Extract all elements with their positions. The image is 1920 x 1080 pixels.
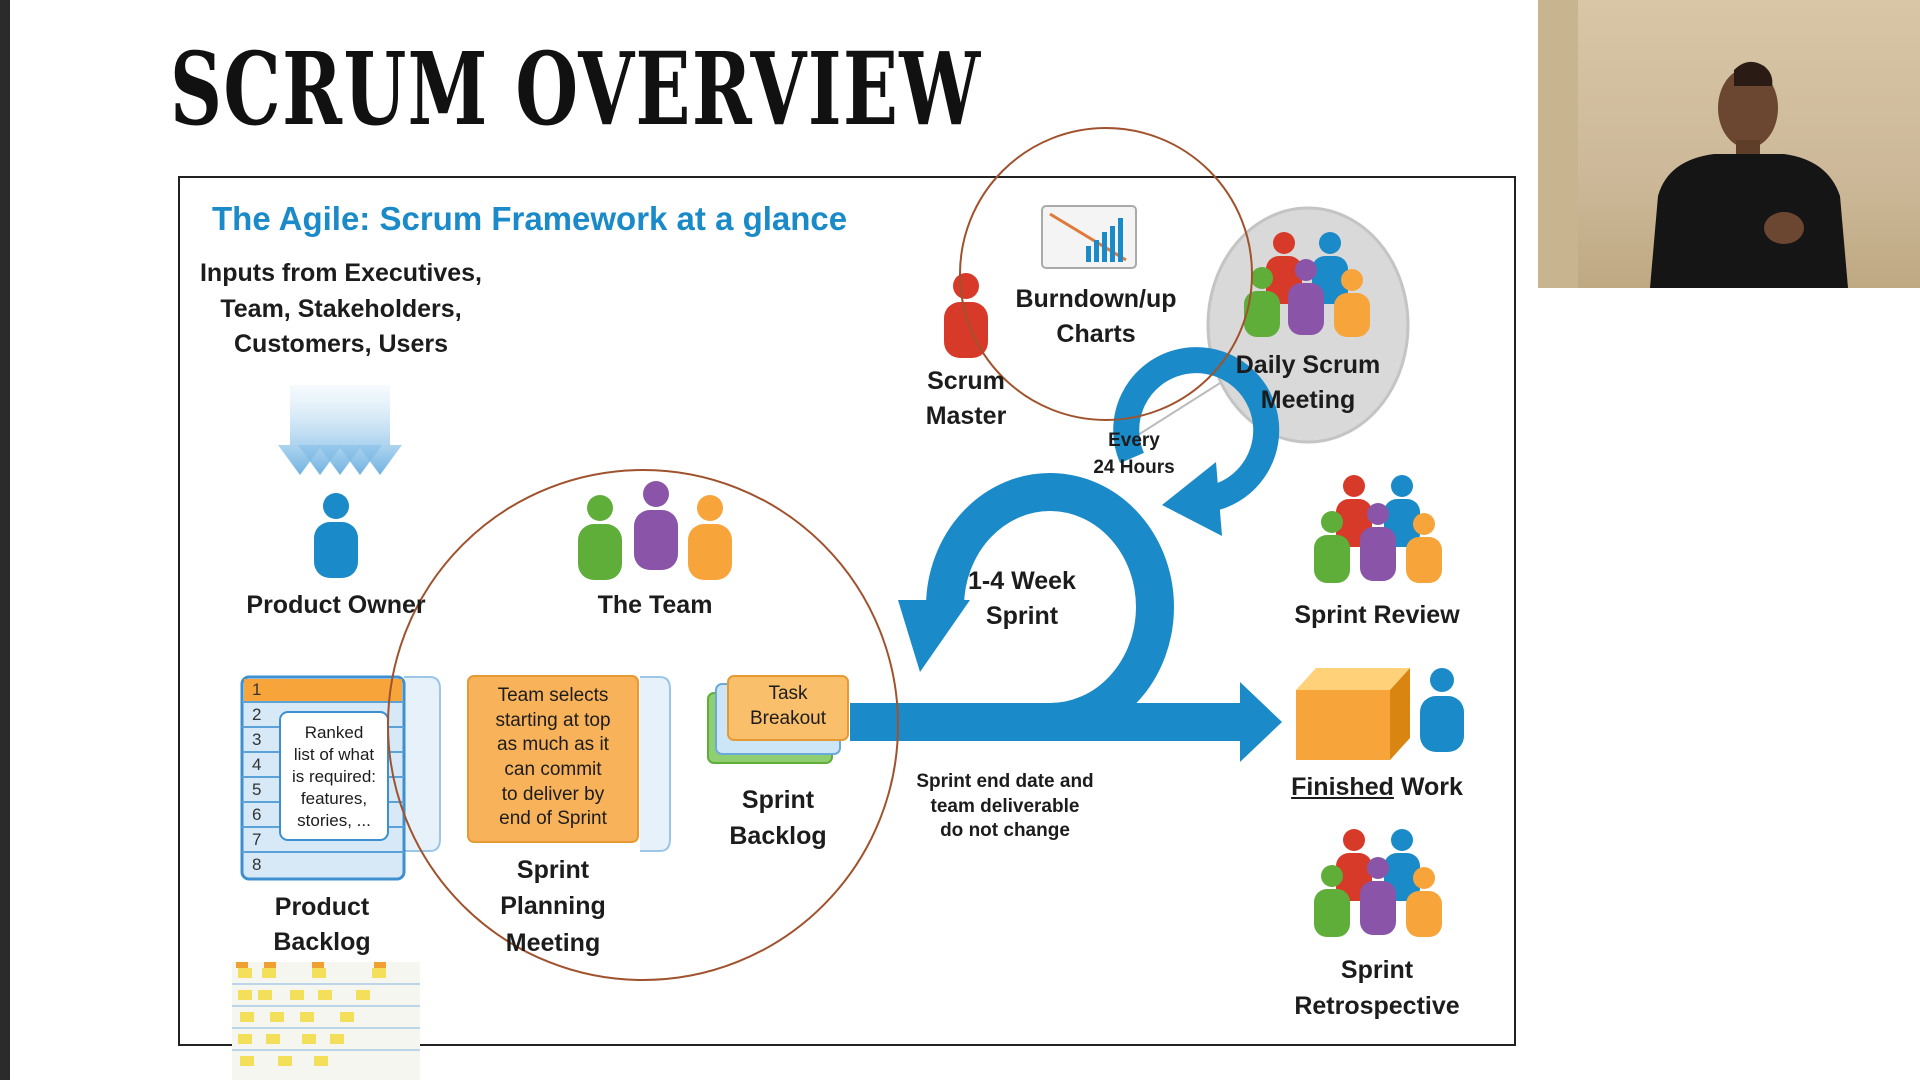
sprint-cycle-arrows	[850, 347, 1280, 741]
product-owner-label: Product Owner	[246, 591, 426, 619]
left-edge-bar	[0, 0, 10, 1080]
sprint-planning-label: Sprint Planning Meeting	[500, 856, 606, 957]
finished-word: Finished	[1291, 773, 1394, 801]
backlog-number: 6	[252, 805, 262, 824]
task-breakout-label: Task Breakout	[749, 683, 827, 729]
inputs-label: Inputs from Executives, Team, Stakeholder…	[199, 259, 483, 358]
burndown-label: Burndown/up Charts	[1015, 285, 1177, 348]
output-arrowhead	[1240, 682, 1282, 762]
sprint-length-label: 1-4 Week Sprint	[968, 567, 1076, 630]
backlog-number: 1	[252, 680, 262, 699]
backlog-number: 7	[252, 830, 262, 849]
sprint-review-label: Sprint Review	[1294, 601, 1460, 629]
scrum-master-label: Scrum Master	[925, 367, 1007, 430]
product-backlog-stack	[240, 675, 441, 881]
burndown-chart-icon	[1041, 205, 1137, 269]
product-backlog-label: Product Backlog	[273, 893, 371, 956]
inputs-arrows	[278, 385, 402, 475]
every-24-hours-label: Every 24 Hours	[1093, 430, 1175, 478]
backlog-number: 5	[252, 780, 262, 799]
slide-title: SCRUM OVERVIEW	[170, 30, 982, 148]
product-owner-icon	[314, 493, 358, 578]
annotation-circle-planning	[387, 469, 899, 981]
daily-scrum-label: Daily Scrum Meeting	[1235, 351, 1381, 414]
sprint-review-icon	[1314, 475, 1442, 583]
annotation-circle-burndown	[959, 127, 1253, 421]
finished-work-cube	[1296, 668, 1464, 760]
sprint-retrospective-icon	[1314, 829, 1442, 937]
finished-work-label: Finished Work	[1282, 772, 1472, 803]
the-team-label: The Team	[597, 591, 713, 619]
sticky-note-wall-image	[232, 962, 420, 1080]
sprint-backlog-cards	[707, 675, 849, 764]
ranked-list-note: Ranked list of what is required: features, s…	[291, 723, 377, 831]
backlog-number: 4	[252, 755, 262, 774]
sprint-end-note: Sprint end date and team deliverable do no…	[916, 771, 1094, 842]
backlog-number: 3	[252, 730, 262, 749]
daily-arrowhead	[1162, 462, 1222, 536]
team-selects-note: Team selects starting at top as much as it…	[495, 685, 611, 830]
presenter-video-thumbnail	[1538, 0, 1920, 288]
backlog-number: 8	[252, 855, 262, 874]
diagram-title: The Agile: Scrum Framework at a glance	[212, 200, 848, 237]
team-icon	[578, 481, 732, 580]
backlog-number: 2	[252, 705, 262, 724]
work-word: Work	[1393, 773, 1463, 801]
sprint-backlog-label: Sprint Backlog	[729, 786, 827, 851]
team-selects-box	[467, 675, 671, 852]
sprint-retrospective-label: Sprint Retrospective	[1294, 956, 1460, 1021]
presenter-figure	[1538, 0, 1848, 288]
sprint-arrowhead	[898, 600, 970, 672]
